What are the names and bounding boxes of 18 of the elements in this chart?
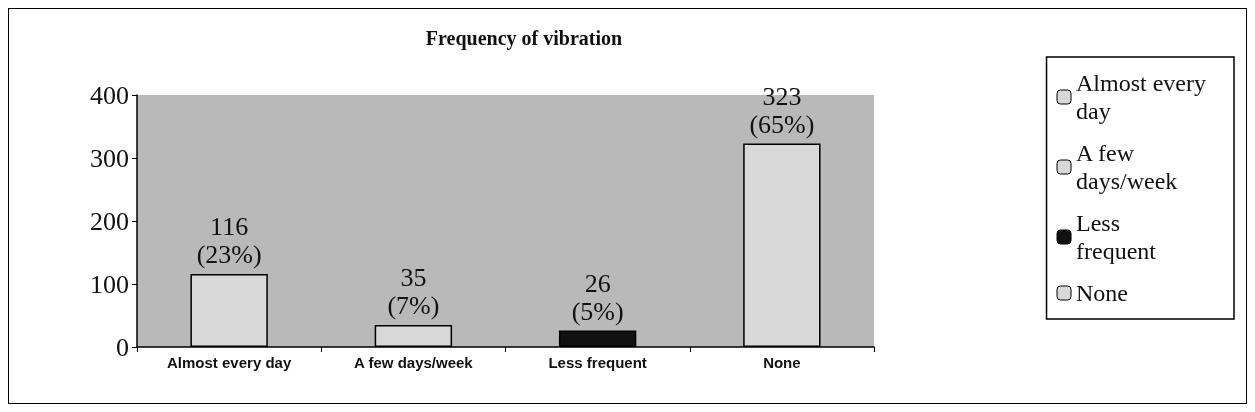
y-tick-label: 0 xyxy=(116,332,129,362)
legend-label: None xyxy=(1076,280,1129,306)
y-tick-label: 400 xyxy=(90,80,129,110)
data-label: 116 (23%) xyxy=(196,212,262,270)
data-label: 323 (65%) xyxy=(749,82,815,140)
x-tick-label: A few days/week xyxy=(354,354,474,371)
data-label: 26 (5%) xyxy=(571,269,624,327)
x-tick-label: None xyxy=(763,354,801,371)
data-label: 35 (7%) xyxy=(387,263,440,321)
y-tick-label: 200 xyxy=(90,206,129,236)
chart-title: Frequency of vibration xyxy=(425,27,623,50)
y-tick-label: 300 xyxy=(90,143,129,173)
x-tick-label: Less frequent xyxy=(548,354,647,371)
y-tick-label: 100 xyxy=(90,269,129,299)
legend-label: A few days/week xyxy=(1076,140,1178,194)
legend-label: Almost every day xyxy=(1076,70,1207,124)
legend-label: Less frequent xyxy=(1076,210,1157,264)
x-tick-label: Almost every day xyxy=(167,354,292,371)
